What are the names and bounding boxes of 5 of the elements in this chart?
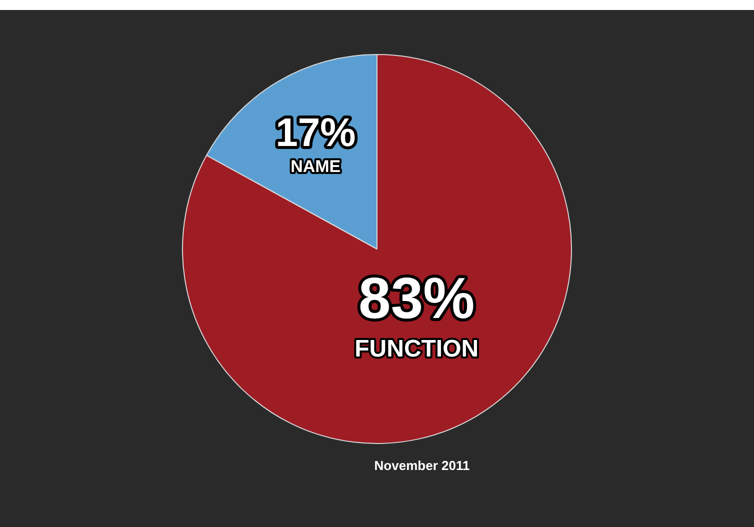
slice-label: FUNCTION	[354, 336, 479, 363]
text: November 2011	[374, 458, 470, 473]
data-label: 83%	[358, 266, 475, 331]
data-label: 17%	[276, 111, 356, 156]
slice-label: NAME	[290, 156, 341, 176]
